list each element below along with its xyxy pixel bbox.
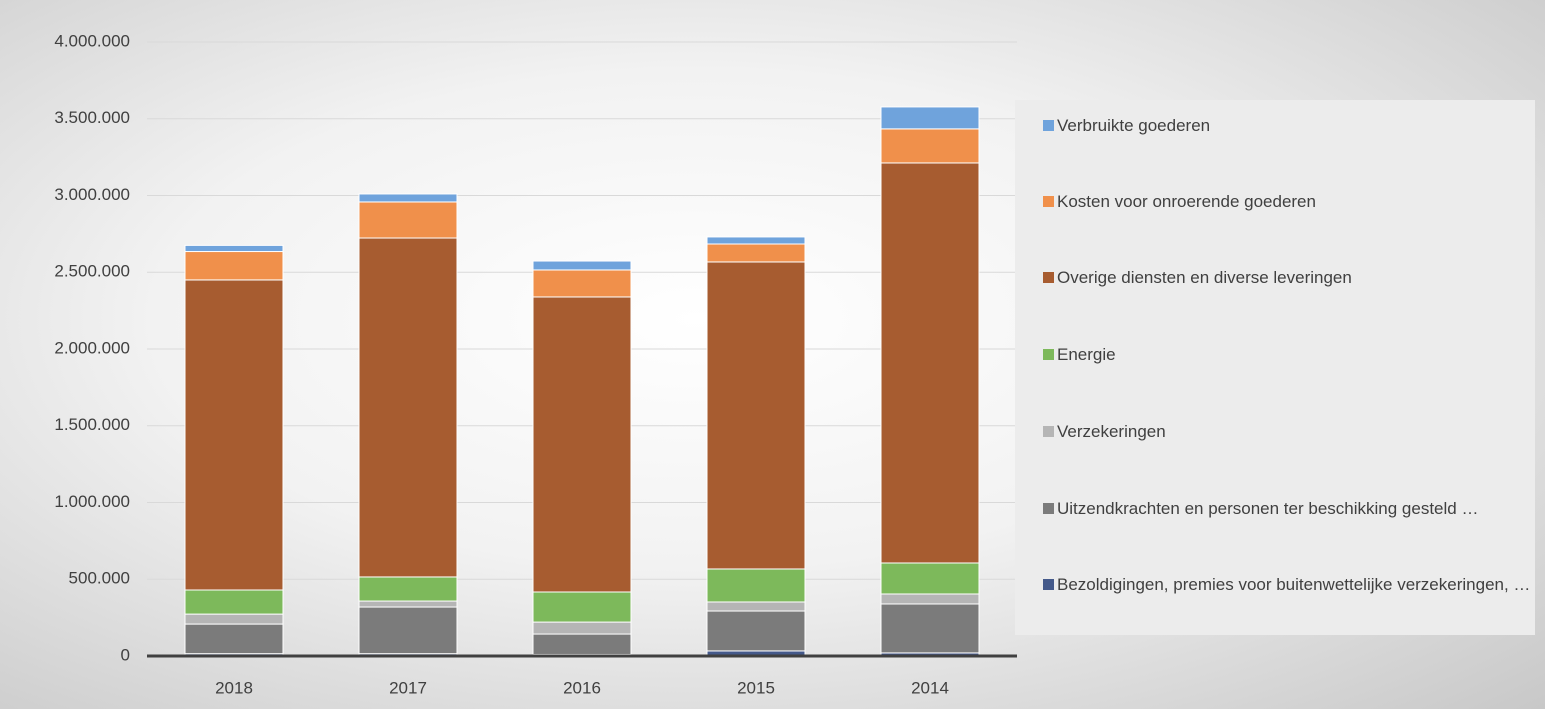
legend-swatch xyxy=(1043,272,1054,283)
legend: Verbruikte goederen Kosten voor onroerend… xyxy=(1015,100,1535,635)
bar-segment xyxy=(706,261,806,570)
bar-segment xyxy=(880,593,980,605)
y-tick-label: 500.000 xyxy=(69,569,130,588)
bar-segment xyxy=(358,201,458,239)
bar-segment xyxy=(184,279,284,591)
y-tick-label: 3.500.000 xyxy=(54,108,130,127)
legend-label: Kosten voor onroerende goederen xyxy=(1057,192,1316,211)
legend-swatch xyxy=(1043,120,1054,131)
y-tick-label: 3.000.000 xyxy=(54,185,130,204)
bar-segment xyxy=(706,601,806,612)
x-tick-label: 2014 xyxy=(911,678,949,697)
bar-segment xyxy=(532,269,632,298)
legend-label: Bezoldigingen, premies voor buitenwettel… xyxy=(1057,575,1531,594)
y-tick-label: 2.500.000 xyxy=(54,262,130,281)
bar-segment xyxy=(880,603,980,654)
x-tick-label: 2018 xyxy=(215,678,253,697)
legend-swatch xyxy=(1043,579,1054,590)
x-tick-label: 2016 xyxy=(563,678,601,697)
bar-segment xyxy=(532,296,632,593)
bar-segment xyxy=(880,162,980,564)
bar-segment xyxy=(184,623,284,655)
legend-entry: Bezoldigingen, premies voor buitenwettel… xyxy=(1037,569,1537,600)
legend-label: Overige diensten en diverse leveringen xyxy=(1057,268,1352,287)
legend-entry: Verzekeringen xyxy=(1037,416,1537,447)
bar-segment xyxy=(358,600,458,608)
y-tick-label: 2.000.000 xyxy=(54,338,130,357)
bar-segment xyxy=(358,606,458,655)
legend-label: Verzekeringen xyxy=(1057,422,1166,441)
bar-segment xyxy=(706,610,806,652)
bar-segment xyxy=(706,568,806,603)
legend-swatch xyxy=(1043,349,1054,360)
bar-segment xyxy=(880,562,980,595)
bar-segment xyxy=(532,260,632,271)
bar-segment xyxy=(532,591,632,623)
bar-segment xyxy=(184,613,284,625)
bar-segment xyxy=(532,633,632,655)
bar-segment xyxy=(532,621,632,635)
bar-segment xyxy=(880,106,980,130)
legend-entry: Uitzendkrachten en personen ter beschikk… xyxy=(1037,493,1537,524)
y-tick-label: 1.000.000 xyxy=(54,492,130,511)
legend-label: Energie xyxy=(1057,345,1116,364)
legend-label: Uitzendkrachten en personen ter beschikk… xyxy=(1057,499,1479,518)
legend-label: Verbruikte goederen xyxy=(1057,116,1211,135)
legend-entry: Energie xyxy=(1037,339,1537,370)
y-tick-label: 4.000.000 xyxy=(54,31,130,50)
bar-segment xyxy=(706,243,806,263)
y-tick-label: 0 xyxy=(121,645,130,664)
legend-swatch xyxy=(1043,196,1054,207)
bar-segment xyxy=(184,589,284,615)
bar-segment xyxy=(184,244,284,253)
y-tick-label: 1.500.000 xyxy=(54,415,130,434)
legend-entry: Overige diensten en diverse leveringen xyxy=(1037,262,1537,293)
bar-segment xyxy=(358,576,458,602)
legend-swatch xyxy=(1043,503,1054,514)
bar-segment xyxy=(358,237,458,578)
x-tick-label: 2017 xyxy=(389,678,427,697)
x-tick-label: 2015 xyxy=(737,678,775,697)
legend-entry: Verbruikte goederen xyxy=(1037,110,1537,141)
bar-segment xyxy=(184,251,284,281)
bar-segment xyxy=(880,128,980,164)
legend-swatch xyxy=(1043,426,1054,437)
legend-entry: Kosten voor onroerende goederen xyxy=(1037,186,1537,217)
bar-segment xyxy=(706,236,806,245)
bar-segment xyxy=(358,193,458,203)
